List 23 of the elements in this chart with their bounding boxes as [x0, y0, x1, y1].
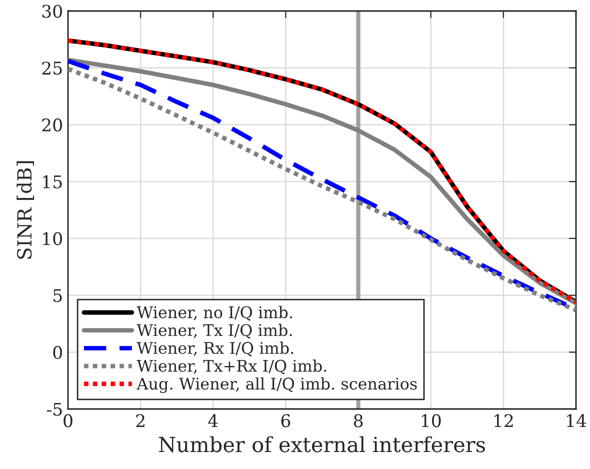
y-tick-label: 15	[43, 175, 62, 188]
x-axis-title: Number of external interferers	[158, 436, 485, 452]
legend-label: Wiener, no I/Q imb.	[136, 306, 292, 321]
x-tick-label: 6	[281, 414, 290, 428]
x-tick-label: 0	[64, 414, 72, 428]
y-tick-label: -5	[46, 402, 62, 416]
y-tick-label: 30	[42, 4, 62, 18]
legend-label: Wiener, Tx+Rx I/Q imb.	[136, 359, 326, 374]
y-tick-label: 20	[42, 118, 62, 132]
y-tick-label: 25	[42, 62, 62, 75]
x-tick-label: 4	[208, 414, 218, 428]
y-tick-label: 10	[43, 232, 62, 246]
legend-label: Wiener, Tx I/Q imb.	[136, 324, 292, 338]
y-tick-label: 0	[53, 346, 62, 359]
legend-label: Wiener, Rx I/Q imb.	[136, 342, 294, 356]
x-tick-label: 2	[136, 414, 144, 428]
x-tick-label: 14	[567, 414, 586, 428]
y-axis-title: SINR [dB]	[16, 161, 34, 259]
y-tick-label: 5	[54, 289, 62, 302]
x-tick-label: 12	[494, 414, 513, 428]
legend-label: Aug. Wiener, all I/Q imb. scenarios	[136, 377, 417, 394]
x-tick-label: 10	[422, 414, 441, 428]
x-tick-label: 8	[354, 414, 363, 428]
